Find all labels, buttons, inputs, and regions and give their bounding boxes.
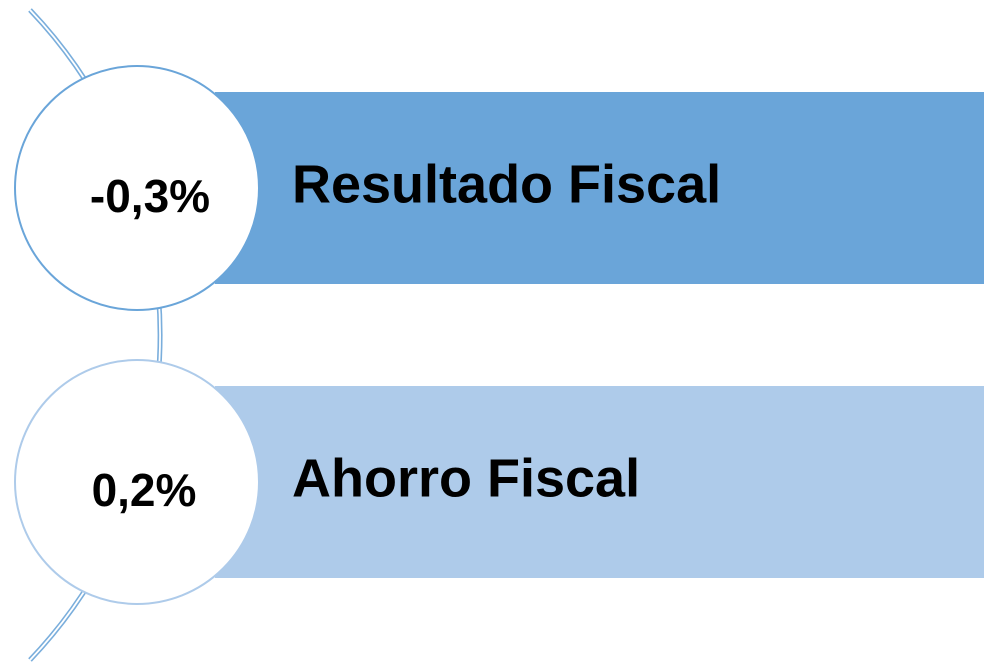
item-label: Ahorro Fiscal xyxy=(292,448,640,508)
item-circle xyxy=(14,65,260,311)
item-bar xyxy=(215,386,984,578)
item-value: -0,3% xyxy=(90,170,210,222)
item-value: 0,2% xyxy=(92,464,197,516)
item-bar xyxy=(215,92,984,284)
item-label: Resultado Fiscal xyxy=(292,154,721,214)
item-circle xyxy=(14,359,260,605)
